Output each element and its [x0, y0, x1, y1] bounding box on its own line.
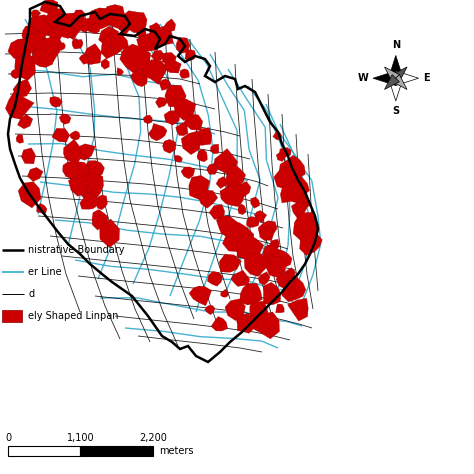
Text: 0: 0	[5, 433, 11, 443]
Text: S: S	[392, 106, 400, 116]
Polygon shape	[373, 71, 396, 85]
Polygon shape	[392, 67, 407, 82]
Polygon shape	[389, 55, 403, 78]
Bar	[81, 446, 153, 456]
Text: d: d	[28, 289, 34, 299]
Polygon shape	[384, 74, 400, 90]
Text: er Line: er Line	[28, 267, 62, 277]
Bar	[8, 446, 81, 456]
Text: N: N	[392, 40, 400, 50]
Text: 2,200: 2,200	[139, 433, 167, 443]
Polygon shape	[8, 2, 318, 362]
Polygon shape	[396, 71, 419, 85]
Text: ely Shaped Linpan: ely Shaped Linpan	[28, 311, 118, 321]
Text: E: E	[424, 73, 430, 83]
Text: nistrative Boundary: nistrative Boundary	[28, 245, 125, 255]
Bar	[2, 310, 22, 322]
Text: W: W	[357, 73, 368, 83]
Polygon shape	[384, 67, 400, 82]
Text: 1,100: 1,100	[67, 433, 94, 443]
Polygon shape	[389, 78, 403, 101]
Polygon shape	[392, 74, 407, 90]
Text: meters: meters	[159, 446, 193, 456]
